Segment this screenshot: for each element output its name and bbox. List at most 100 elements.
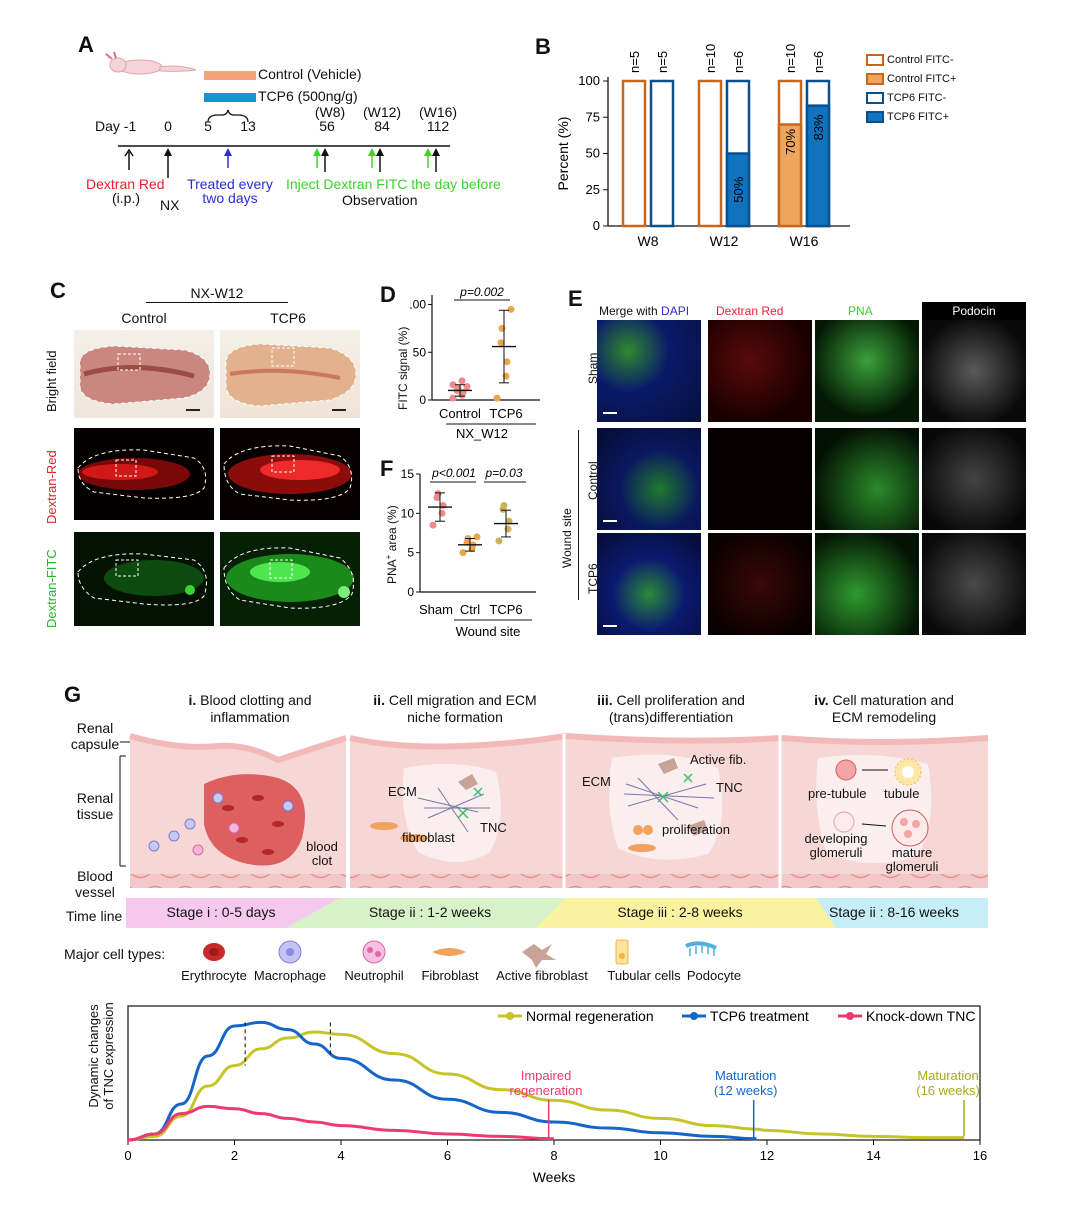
- week-12: (W12): [362, 104, 402, 120]
- data-point: [463, 383, 471, 391]
- g-x-tick-label: 8: [550, 1148, 557, 1163]
- legend-control-label: Control (Vehicle): [258, 66, 362, 82]
- c-group-line: [146, 302, 288, 303]
- g-legend-marker: [690, 1012, 698, 1020]
- tubule-label: tubule: [884, 786, 920, 801]
- side-renal-capsule: Renal capsule: [70, 720, 120, 752]
- b-bar-positive: [805, 104, 831, 228]
- day-112: 112: [426, 118, 450, 134]
- d-ylabel: FITC signal (%): [396, 326, 410, 410]
- c-bright-tcp6-image: [220, 330, 360, 418]
- fibroblast-label: fibroblast: [402, 830, 455, 845]
- b-n-label: n=6: [731, 51, 746, 73]
- g-mat-blue-1: Maturation: [715, 1068, 776, 1083]
- e-micrograph-image: [597, 533, 701, 635]
- day-13: 13: [240, 118, 256, 134]
- f-x-tcp6: TCP6: [489, 602, 522, 617]
- y-tick-label: 50: [413, 345, 427, 359]
- day-5: 5: [204, 118, 212, 134]
- side-blood-vessel: Blood vessel: [75, 868, 115, 900]
- timeline-stage1: Stage i : 0-5 days: [166, 904, 276, 920]
- cell-types-label: Major cell types:: [64, 946, 166, 962]
- b-x-tick-label: W8: [638, 233, 659, 249]
- day-84: 84: [374, 118, 390, 134]
- data-point: [429, 521, 437, 529]
- pre-tubule-label: pre-tubule: [808, 786, 867, 801]
- y-tick-label: 100: [410, 298, 426, 312]
- c-group-label: NX-W12: [190, 285, 244, 301]
- panel-label-a: A: [78, 32, 94, 57]
- side-renal-tissue: Renal tissue: [76, 790, 114, 822]
- y-tick-label: 10: [401, 506, 415, 520]
- b-bar-total: [697, 79, 723, 228]
- cell-macrophage: Macrophage: [253, 968, 327, 983]
- proliferation-label: proliferation: [662, 822, 730, 837]
- e-col-podocin: Podocin: [922, 302, 1026, 320]
- observation-label: Observation: [342, 192, 418, 208]
- panel-label-c: C: [50, 278, 66, 303]
- tnc-label-2: TNC: [480, 820, 507, 835]
- y-tick-label: 0: [407, 585, 414, 599]
- b-y-axis-label: Percent (%): [555, 117, 571, 191]
- g-legend-marker: [506, 1012, 514, 1020]
- d-group-label: NX_W12: [456, 426, 508, 441]
- timeline-stage3: Stage iii : 2-8 weeks: [617, 904, 743, 920]
- macrophage-icon: [278, 940, 302, 964]
- b-bar-total: [621, 79, 647, 228]
- day-56: 56: [319, 118, 335, 134]
- cell-active-fibroblast: Active fibroblast: [496, 968, 588, 983]
- fibroblast-icon: [432, 948, 466, 956]
- nx-label: NX: [160, 197, 180, 213]
- y-tick-label: 5: [407, 546, 414, 560]
- legend-tcp6-fitc-neg: TCP6 FITC-: [866, 88, 1016, 107]
- treated-line2: two days: [202, 190, 258, 206]
- e-micrograph-image: [922, 533, 1026, 635]
- g-x-tick-label: 0: [124, 1148, 131, 1163]
- g-series-line: [127, 1104, 555, 1142]
- panel-label-g: G: [64, 682, 82, 707]
- g-impaired-1: Impaired: [521, 1068, 572, 1083]
- c-fitc-tcp6-image: [220, 532, 360, 626]
- g-mat-olive-2: (16 weeks): [916, 1083, 980, 1098]
- g-impaired-2: regeneration: [510, 1083, 583, 1098]
- stage1-title: i. Blood clotting and inflammation: [188, 692, 312, 725]
- g-mat-olive-1: Maturation: [917, 1068, 978, 1083]
- active-fib-label: Active fib.: [690, 752, 747, 767]
- stage1-scene: [129, 733, 347, 888]
- panel-label-e: E: [568, 286, 583, 311]
- b-y-tick-label: 75: [586, 109, 600, 124]
- cell-podocyte: Podocyte: [686, 968, 742, 983]
- timeline-label: Time line: [66, 908, 123, 924]
- c-col-tcp6: TCP6: [270, 310, 306, 326]
- data-point: [449, 394, 457, 402]
- e-micrograph-image: [708, 533, 812, 635]
- data-point: [500, 501, 508, 509]
- ip-label: (i.p.): [112, 190, 140, 206]
- legend-tcp6-fitc-pos: TCP6 FITC+: [866, 107, 1016, 126]
- stage4-title: iv. Cell maturation and ECM remodeling: [814, 692, 954, 725]
- ecm-label-2: ECM: [388, 784, 417, 799]
- stage4-scene: [781, 735, 989, 888]
- panel-b-legend: Control FITC- Control FITC+ TCP6 FITC- T…: [866, 50, 1016, 126]
- c-red-tcp6-image: [220, 428, 360, 520]
- data-point: [503, 358, 511, 366]
- c-fitc-control-image: [74, 532, 214, 626]
- panel-a-timeline: [105, 51, 450, 178]
- g-legend-label: Normal regeneration: [526, 1008, 654, 1024]
- d-pvalue: p=0.002: [459, 285, 504, 299]
- b-bar-positive: [777, 123, 803, 228]
- cell-neutrophil: Neutrophil: [344, 968, 404, 983]
- g-legend-label: Knock-down TNC: [866, 1008, 975, 1024]
- g-x-axis-label: Weeks: [533, 1169, 576, 1185]
- neutrophil-icon: [362, 940, 386, 964]
- g-series-line: [127, 1020, 757, 1142]
- f-x-ctrl: Ctrl: [460, 602, 480, 617]
- cell-fibroblast: Fibroblast: [421, 968, 479, 983]
- timeline-stage2: Stage ii : 1-2 weeks: [368, 904, 492, 920]
- g-x-tick-label: 4: [337, 1148, 344, 1163]
- active-fibroblast-icon: [522, 944, 556, 968]
- b-bar-value-label: 50%: [731, 176, 746, 202]
- inject-label: Inject Dextran FITC the day before: [286, 176, 501, 192]
- tnc-curve-chart: 0 2 4 6 8 10 12 14 16 Weeks Normal regeneration TCP…: [124, 1005, 987, 1185]
- panel-label-d: D: [380, 282, 396, 307]
